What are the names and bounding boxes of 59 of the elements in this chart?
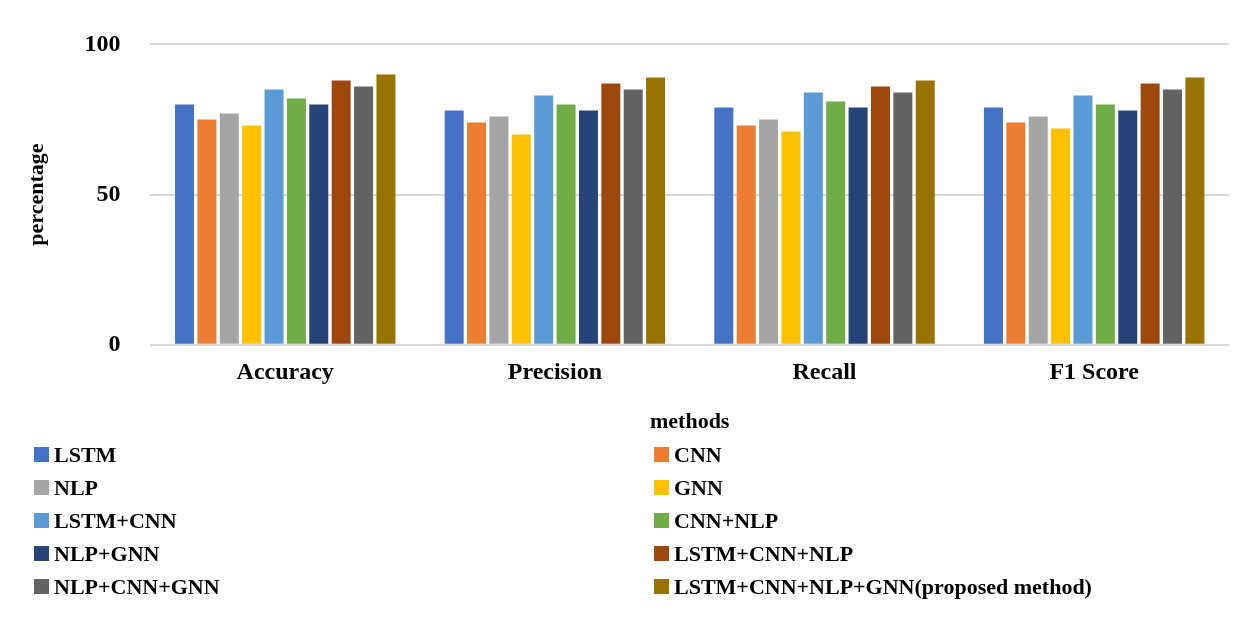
- bar: [175, 104, 195, 344]
- legend-label: NLP+CNN+GNN: [54, 573, 220, 600]
- bar: [1051, 128, 1071, 344]
- legend-label: LSTM: [54, 441, 117, 468]
- bar: [354, 86, 374, 344]
- legend-label: CNN+NLP: [674, 507, 779, 534]
- bar: [870, 86, 890, 344]
- legend-label: LSTM+CNN: [54, 507, 177, 534]
- bar: [309, 104, 329, 344]
- bar: [467, 122, 487, 344]
- bar: [534, 95, 554, 344]
- bar: [1140, 83, 1160, 344]
- bar: [1118, 110, 1138, 344]
- legend-label: NLP: [54, 474, 98, 501]
- bar: [915, 80, 935, 344]
- legend-label: LSTM+CNN+NLP+GNN(proposed method): [674, 573, 1092, 600]
- x-tick-label: Precision: [507, 358, 602, 385]
- y-tick-label: 50: [96, 179, 121, 206]
- x-tick-label: Recall: [792, 358, 857, 385]
- bar: [242, 125, 262, 344]
- legend-label: CNN: [674, 441, 722, 468]
- x-tick-label: Accuracy: [236, 358, 334, 385]
- bar: [1006, 122, 1026, 344]
- bar: [331, 80, 351, 344]
- bar: [264, 89, 284, 344]
- bar: [444, 110, 464, 344]
- y-axis-title: percentage: [22, 143, 48, 246]
- legend-label: NLP+GNN: [54, 540, 160, 567]
- bar: [578, 110, 598, 344]
- bar: [983, 107, 1003, 344]
- bar: [736, 125, 756, 344]
- y-tick-label: 0: [108, 330, 121, 356]
- x-axis-title: methods: [649, 408, 730, 434]
- x-tick-label: F1 Score: [1049, 358, 1140, 385]
- bar: [556, 104, 576, 344]
- bar: [219, 113, 239, 344]
- y-tick-label: 100: [84, 29, 121, 56]
- bar: [1073, 95, 1093, 344]
- bar: [489, 116, 509, 344]
- bar: [511, 134, 531, 344]
- bar: [714, 107, 734, 344]
- bar: [376, 74, 396, 344]
- bar: [803, 92, 823, 344]
- bar: [1095, 104, 1115, 344]
- bar: [848, 107, 868, 344]
- bar: [826, 101, 846, 344]
- legend-label: GNN: [674, 474, 723, 501]
- bar: [197, 119, 217, 344]
- bar: [1163, 89, 1183, 344]
- bar: [1028, 116, 1048, 344]
- legend-label: LSTM+CNN+NLP: [674, 540, 854, 567]
- bar: [646, 77, 666, 344]
- bar: [759, 119, 779, 344]
- bar: [781, 131, 801, 344]
- bar: [601, 83, 621, 344]
- bar: [286, 98, 306, 344]
- bar: [623, 89, 643, 344]
- bar: [893, 92, 913, 344]
- bar: [1185, 77, 1205, 344]
